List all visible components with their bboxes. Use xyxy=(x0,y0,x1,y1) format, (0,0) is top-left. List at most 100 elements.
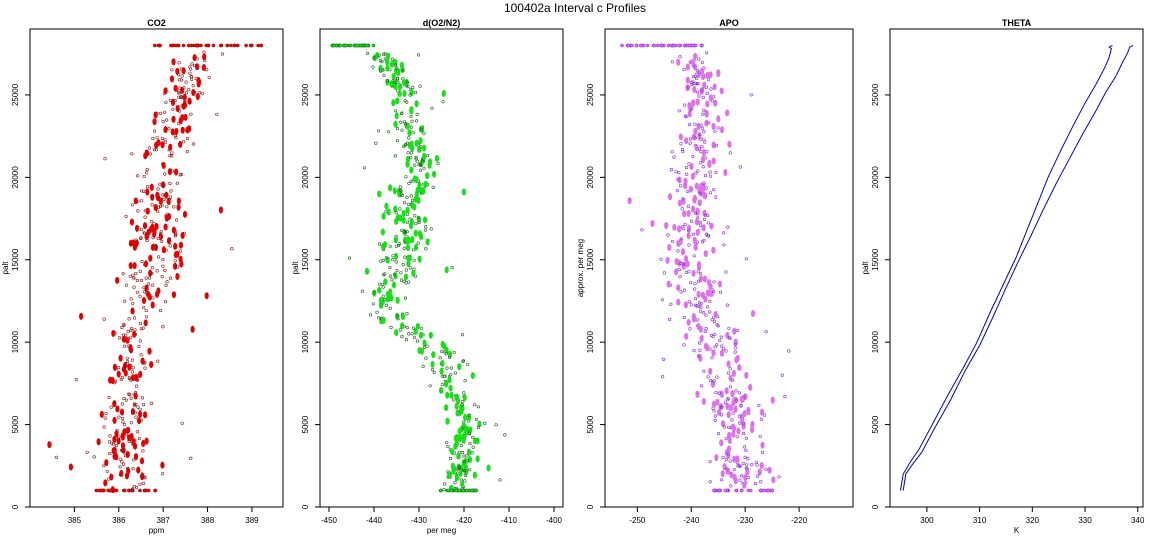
data-point xyxy=(405,100,409,104)
data-point xyxy=(124,398,129,402)
data-point xyxy=(388,266,392,270)
data-point xyxy=(677,268,682,272)
data-point xyxy=(144,149,149,153)
data-point xyxy=(360,289,365,293)
data-point xyxy=(393,272,398,280)
data-point xyxy=(377,316,381,320)
data-point xyxy=(712,488,716,493)
data-point xyxy=(727,436,732,444)
data-point xyxy=(392,187,397,195)
data-point xyxy=(700,291,706,299)
data-point xyxy=(652,43,657,48)
data-point xyxy=(702,209,707,217)
data-point xyxy=(682,67,686,72)
data-point xyxy=(403,273,409,281)
data-point xyxy=(148,254,153,262)
panel-4: THETA 300 310 320 330 340 K 0 5000 10000 15000 2000… xyxy=(861,18,1145,535)
data-point xyxy=(700,73,706,81)
data-point xyxy=(117,439,121,443)
data-point xyxy=(171,291,176,299)
data-point xyxy=(759,462,764,470)
data-point xyxy=(129,242,133,246)
data-point xyxy=(696,260,702,268)
data-point xyxy=(759,408,765,416)
data-point xyxy=(731,411,735,415)
data-point xyxy=(731,378,735,382)
data-point xyxy=(409,218,414,226)
data-point xyxy=(105,469,109,473)
data-point xyxy=(713,99,718,107)
data-point xyxy=(677,109,681,113)
data-point xyxy=(699,384,704,388)
data-point xyxy=(701,112,705,116)
data-point xyxy=(715,398,720,406)
plot-frame xyxy=(29,28,284,508)
data-point xyxy=(365,51,370,55)
data-point xyxy=(378,282,382,286)
data-point xyxy=(690,172,696,180)
data-point xyxy=(729,484,733,488)
data-point xyxy=(396,69,401,77)
data-point xyxy=(143,411,148,419)
data-point xyxy=(381,316,386,324)
data-point xyxy=(698,132,702,136)
data-point xyxy=(767,466,772,474)
data-point xyxy=(697,341,702,345)
data-point xyxy=(371,65,375,69)
data-point xyxy=(682,315,686,320)
data-point xyxy=(136,466,141,474)
data-point xyxy=(163,193,167,197)
data-point xyxy=(134,415,138,419)
data-point xyxy=(165,280,169,284)
data-point xyxy=(713,345,717,349)
data-point xyxy=(708,460,712,464)
data-point xyxy=(160,461,165,469)
data-point xyxy=(455,467,459,471)
data-point xyxy=(127,392,131,396)
data-point xyxy=(204,43,209,48)
data-point xyxy=(678,55,682,59)
data-point xyxy=(471,445,475,449)
data-point xyxy=(660,375,665,379)
data-point xyxy=(448,384,453,392)
data-point xyxy=(697,199,702,207)
data-point xyxy=(103,479,108,487)
data-point xyxy=(700,156,706,164)
data-point xyxy=(133,197,138,205)
data-point xyxy=(391,281,397,289)
data-point xyxy=(409,106,414,114)
data-point xyxy=(422,144,427,152)
data-point xyxy=(410,201,415,209)
x-tick-label: -450 xyxy=(321,516,338,525)
data-point xyxy=(395,214,401,222)
data-point xyxy=(498,478,502,482)
data-point xyxy=(446,488,451,493)
data-point xyxy=(709,222,714,230)
data-point xyxy=(674,257,679,265)
data-point xyxy=(161,119,165,124)
data-point xyxy=(381,258,385,263)
data-point xyxy=(730,390,735,398)
data-point xyxy=(407,280,411,284)
data-point xyxy=(417,53,421,57)
data-point xyxy=(683,332,689,340)
data-point xyxy=(406,220,410,224)
data-point xyxy=(738,165,742,169)
data-point xyxy=(175,181,179,185)
data-point xyxy=(405,230,409,234)
data-point xyxy=(192,54,197,62)
y-tick-label: 25000 xyxy=(11,83,20,106)
data-point xyxy=(750,309,756,317)
x-tick-label: -400 xyxy=(546,516,563,525)
data-point xyxy=(714,144,719,148)
data-point xyxy=(449,488,454,493)
data-point xyxy=(392,81,396,85)
data-point xyxy=(162,184,166,188)
data-point xyxy=(450,266,454,270)
data-point xyxy=(461,188,467,196)
data-point xyxy=(687,300,691,304)
data-point xyxy=(701,149,707,157)
y-tick-label: 0 xyxy=(586,504,595,509)
data-point xyxy=(705,289,710,297)
data-point xyxy=(141,449,145,453)
